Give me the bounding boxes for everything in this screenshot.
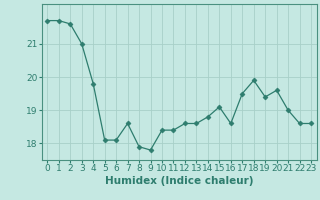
X-axis label: Humidex (Indice chaleur): Humidex (Indice chaleur) xyxy=(105,176,253,186)
